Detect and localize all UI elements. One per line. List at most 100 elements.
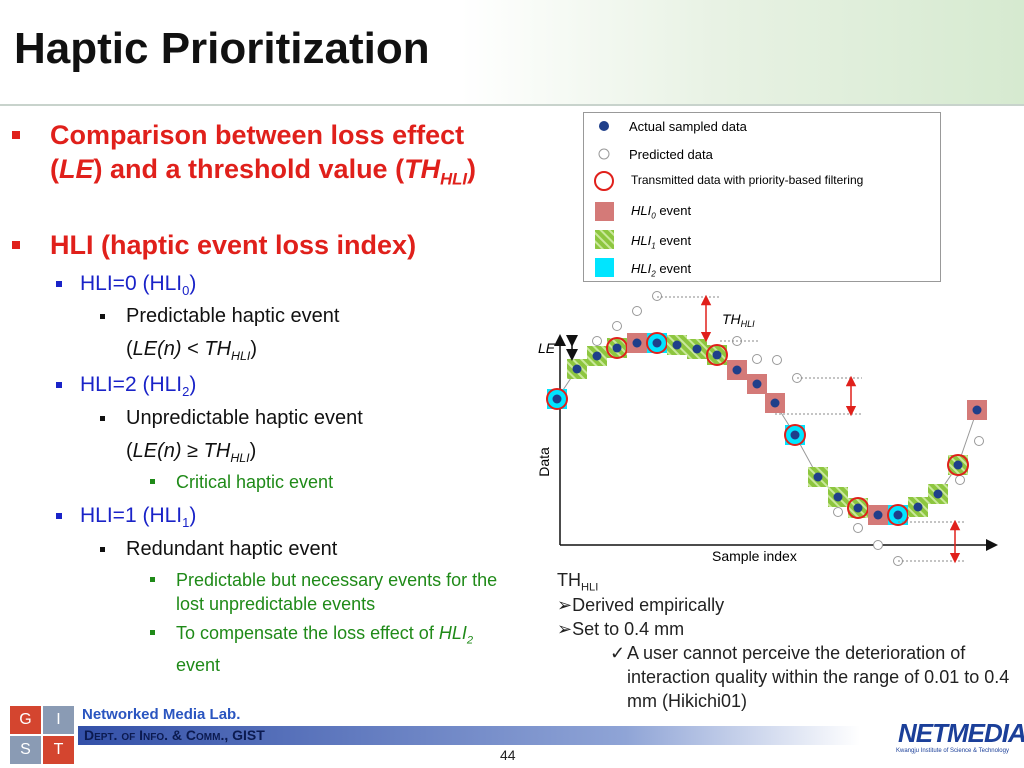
sample-point <box>933 489 943 499</box>
text: event <box>655 261 692 276</box>
legend-label: HLI0 event <box>631 203 691 221</box>
legend-symbols <box>594 121 614 277</box>
text: HLI <box>230 451 250 465</box>
sample-point <box>692 344 702 354</box>
bullet: Critical haptic event <box>150 470 333 494</box>
text: 2 <box>182 384 190 400</box>
text: event <box>655 203 692 218</box>
bullet: Unpredictable haptic event <box>100 407 363 430</box>
bullet: Predictable but necessary events for the… <box>150 568 520 616</box>
text: HLI <box>581 581 599 594</box>
sample-point <box>853 503 863 513</box>
legend: Actual sampled data Predicted data Trans… <box>583 112 941 282</box>
shape: HLI <box>231 349 250 363</box>
sample-point <box>552 394 562 404</box>
text: HLI <box>438 623 467 643</box>
department: Dept. of Info. & Comm., GIST <box>84 727 265 743</box>
bullet: Redundant haptic event <box>100 538 337 561</box>
shape: HLI=0 (HLI0) <box>80 272 196 298</box>
legend-label: Actual sampled data <box>629 119 747 134</box>
bullet: To compensate the loss effect of HLI2 ev… <box>150 621 520 677</box>
shape <box>595 258 614 277</box>
text: To compensate the loss effect of <box>176 623 439 643</box>
sample-point <box>972 405 982 415</box>
brand-logo: NETMEDIA <box>898 718 1024 748</box>
sample-point <box>632 338 642 348</box>
points <box>546 291 987 566</box>
shape: HLI <box>230 451 249 465</box>
logo-letter: G <box>10 706 41 734</box>
sample-point <box>813 472 823 482</box>
text: HLI <box>631 233 652 248</box>
sample-point <box>913 502 923 512</box>
footer-bar <box>78 726 860 745</box>
sample-point <box>732 365 742 375</box>
text: ≥ <box>181 440 204 462</box>
shape: 2 <box>651 270 655 279</box>
shape: HLI=1 (HLI1) <box>80 504 196 530</box>
sample-point <box>955 475 965 485</box>
text: 2 <box>466 634 474 647</box>
shape <box>150 479 155 484</box>
bullet: Predictable haptic event <box>100 305 339 328</box>
x-axis-label: Sample index <box>712 548 797 564</box>
text: < <box>181 338 205 360</box>
sample-point <box>652 291 662 301</box>
text: HLI <box>631 261 652 276</box>
note: ➢Derived empirically <box>557 595 725 615</box>
text-line: (LE(n) < THHLI) <box>126 338 257 363</box>
gist-logo: G I S T <box>10 706 74 764</box>
text: HLI=0 (HLI <box>80 272 183 295</box>
text: ) <box>467 154 477 184</box>
sample-point <box>790 430 800 440</box>
shape <box>657 296 966 562</box>
text: Predictable haptic event <box>126 305 340 327</box>
text: 1 <box>651 241 656 251</box>
shape <box>56 382 62 388</box>
text: ) <box>250 338 258 360</box>
shape: 1 <box>651 242 655 251</box>
logo-letter: I <box>43 706 74 734</box>
shape <box>12 241 20 249</box>
text: TH <box>404 154 441 184</box>
text: Set to 0.4 mm <box>572 619 685 639</box>
shape: TH <box>722 311 742 327</box>
sample-point <box>752 379 762 389</box>
sample-point <box>833 492 843 502</box>
shape: HLI <box>440 169 467 188</box>
lab-name: Networked Media Lab. <box>82 706 241 723</box>
sample-point <box>853 523 863 533</box>
shape <box>100 416 105 421</box>
text: Comparison between loss effect ( <box>50 120 465 184</box>
logo-letter: S <box>10 736 41 764</box>
shape: HLI <box>741 319 756 329</box>
diagram: THHLI LE Data Sample index <box>536 291 998 566</box>
sample-point <box>974 436 984 446</box>
le-label: LE <box>538 340 556 356</box>
text: LE(n) <box>132 440 182 462</box>
legend-label: Transmitted data with priority-based fil… <box>631 173 864 187</box>
text: HLI <box>231 349 251 363</box>
shape: HLI=2 (HLI2) <box>80 373 196 399</box>
text: HLI <box>440 169 468 189</box>
text: event <box>655 233 692 248</box>
bullet: HLI=0 (HLI0) <box>56 272 196 298</box>
y-axis-label: Data <box>536 447 552 477</box>
shape <box>700 294 961 564</box>
sample-point <box>706 344 728 366</box>
text: ) <box>189 272 197 295</box>
legend-label: HLI2 event <box>631 261 691 279</box>
text: ) and a threshold value ( <box>93 154 405 184</box>
shape: To compensate the loss effect of HLI2 ev… <box>176 621 506 677</box>
text: ) <box>189 373 197 396</box>
shape <box>595 202 614 221</box>
text: 2 <box>651 269 656 279</box>
shape <box>100 314 105 319</box>
text: HLI (haptic event loss index) <box>50 230 417 260</box>
shape <box>150 630 155 635</box>
sample-point <box>592 351 602 361</box>
sample-point <box>953 460 963 470</box>
sample-point <box>612 321 622 331</box>
text: 0 <box>182 283 190 299</box>
